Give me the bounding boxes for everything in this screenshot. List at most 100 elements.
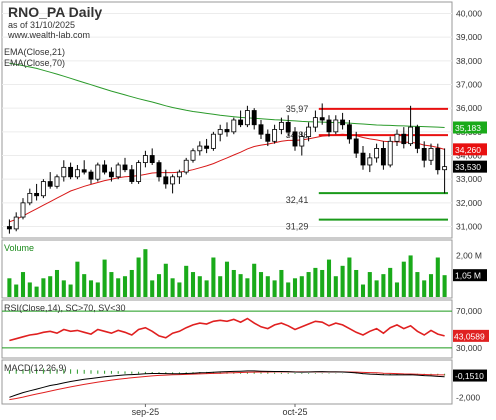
- candle: [88, 169, 94, 184]
- candle: [224, 122, 230, 137]
- rsi-tag-label: 43,0589: [454, 331, 485, 341]
- macd-signal-line: [9, 371, 445, 401]
- macd-line: [9, 370, 445, 398]
- volume-bar: [381, 274, 386, 297]
- candle-body: [244, 110, 250, 126]
- volume-bar: [394, 282, 400, 297]
- candle-body: [115, 164, 121, 178]
- candle: [380, 141, 386, 170]
- rsi-tick-label: 30,000: [456, 343, 482, 353]
- volume-bar: [367, 272, 372, 297]
- volume-bar: [374, 280, 379, 297]
- volume-bar: [95, 282, 100, 297]
- price-tick-label: 32,000: [456, 198, 482, 208]
- macd-pane: [1, 359, 453, 405]
- candle: [54, 174, 60, 189]
- candle: [353, 131, 359, 158]
- candle: [319, 103, 325, 125]
- volume-bar: [170, 278, 175, 297]
- candle: [244, 105, 250, 128]
- candle-body: [54, 176, 60, 187]
- rsi-label: RSI(Close,14), SC>70, SV<30: [4, 303, 126, 313]
- candle: [102, 160, 108, 175]
- candle-body: [34, 192, 40, 197]
- candle: [163, 169, 169, 189]
- candle: [251, 108, 257, 130]
- candle: [190, 148, 196, 163]
- time-tick-label: sep-25: [132, 407, 160, 417]
- candle-body: [326, 119, 332, 133]
- candle: [13, 212, 19, 232]
- price-tag: 35,183: [453, 121, 487, 134]
- volume-bar: [122, 276, 128, 297]
- candle-body: [27, 192, 33, 204]
- candle: [387, 136, 393, 168]
- candle: [149, 148, 155, 165]
- volume-bar: [20, 272, 26, 297]
- rsi-tick-label: 70,000: [456, 306, 482, 316]
- level-label: 32,41: [286, 195, 309, 205]
- candle-body: [163, 176, 169, 185]
- candle-body: [190, 150, 196, 161]
- price-tick-label: 37,000: [456, 79, 482, 89]
- volume-bar: [354, 269, 359, 297]
- candle: [81, 160, 87, 175]
- volume-bar: [252, 263, 257, 297]
- candle: [442, 148, 448, 194]
- candle-body: [136, 162, 142, 182]
- candle-body: [197, 145, 203, 152]
- candle: [156, 160, 162, 182]
- candle: [95, 162, 101, 182]
- price-tick-label: 34,000: [456, 151, 482, 161]
- candle: [312, 110, 318, 132]
- volume-bar: [320, 269, 325, 297]
- price-tag: 34,260: [453, 143, 487, 156]
- candle-body: [292, 131, 298, 147]
- price-tag-label: 33,530: [455, 162, 481, 172]
- candle-body: [387, 140, 393, 166]
- candle-body: [367, 157, 373, 166]
- as-of-date: as of 31/10/2025: [8, 20, 75, 30]
- volume-bar: [27, 282, 32, 297]
- candle-body: [47, 181, 53, 187]
- candle-body: [81, 169, 87, 173]
- candle: [204, 138, 210, 154]
- candle: [20, 198, 26, 220]
- candle-body: [258, 124, 264, 135]
- candle-body: [149, 155, 155, 164]
- candle-body: [285, 121, 291, 133]
- volume-bar: [116, 278, 121, 297]
- candle-body: [210, 133, 216, 149]
- volume-bar: [272, 280, 277, 297]
- candle-body: [435, 148, 441, 171]
- candle: [414, 124, 420, 154]
- volume-bar: [136, 257, 141, 297]
- rsi-line: [9, 317, 445, 342]
- candle: [272, 124, 278, 144]
- candle: [40, 179, 46, 199]
- candle-body: [278, 121, 284, 130]
- candle: [374, 143, 380, 163]
- candle: [292, 127, 298, 151]
- candle-body: [312, 117, 318, 128]
- candle: [197, 141, 203, 156]
- volume-bar: [333, 276, 338, 297]
- candle: [278, 117, 284, 135]
- ema21-label: EMA(Close,21): [4, 47, 65, 57]
- time-axis: sep-25 oct-25: [132, 404, 308, 417]
- candle: [394, 129, 400, 147]
- candle: [142, 150, 148, 168]
- candle-body: [129, 169, 135, 182]
- candle: [367, 153, 373, 173]
- volume-bar: [428, 274, 434, 297]
- candle-body: [353, 138, 359, 154]
- candle-body: [360, 152, 366, 166]
- candle: [238, 110, 244, 128]
- macd-tag-label: -0,1510: [455, 371, 484, 381]
- ema70-label: EMA(Close,70): [4, 58, 65, 68]
- candle: [47, 172, 53, 189]
- volume-bar: [401, 261, 406, 297]
- price-tick-label: 33,000: [456, 174, 482, 184]
- candle-body: [102, 164, 108, 173]
